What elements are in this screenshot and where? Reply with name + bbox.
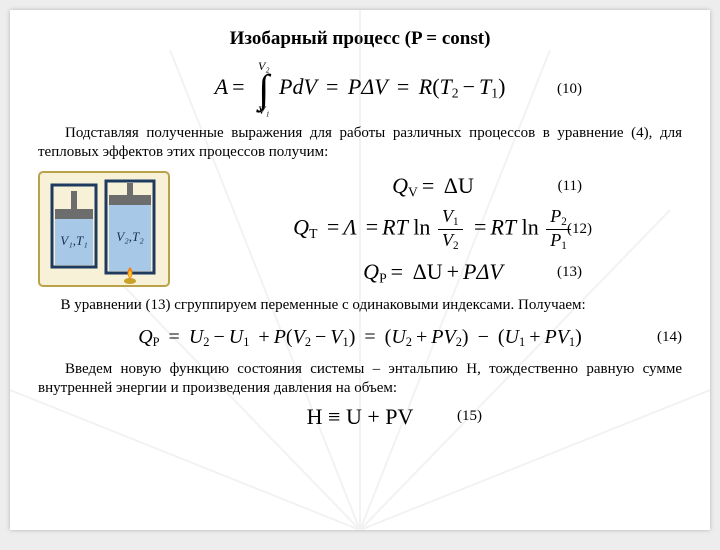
equation-12: QT =Λ =RT ln V1 V2 =RT ln P2 P1 (12 [184,206,682,252]
thermo-illustration: V₁,T₁ V₂,T₂ [38,171,170,287]
paragraph-1: Подставляя полученные выражения для рабо… [38,124,682,162]
equation-10: A= V₂ ∫ V₁ PdV = PΔV = R(T2−T1) (10) [38,60,682,118]
svg-text:V₂,T₂: V₂,T₂ [116,229,144,244]
eq-number-15: (15) [457,408,482,425]
paragraph-3: Введем новую функцию состояния системы –… [38,360,682,398]
equation-13: QP= ΔU+PΔV (13) [184,254,682,290]
equation-14: QP = U2−U1 +P(V2−V1) = (U2+PV2) − (U1+PV… [38,322,682,354]
mid-block: V₁,T₁ V₂,T₂ QV= ΔU (11) [38,168,682,290]
eq-number-14: (14) [657,329,682,346]
equation-11: QV= ΔU (11) [184,168,682,204]
svg-text:V₁,T₁: V₁,T₁ [60,233,87,248]
eq-number-10: (10) [557,81,582,98]
paragraph-2: В уравнении (13) сгруппируем переменные … [38,296,682,315]
eq-number-13: (13) [557,264,582,281]
document-page: Изобарный процесс (P = const) A= V₂ ∫ V₁… [10,10,710,530]
equation-15: H ≡ U + PV (15) [38,404,682,430]
page-title: Изобарный процесс (P = const) [38,28,682,50]
eq-number-12: (12) [567,221,592,238]
eq-number-11: (11) [558,178,582,195]
